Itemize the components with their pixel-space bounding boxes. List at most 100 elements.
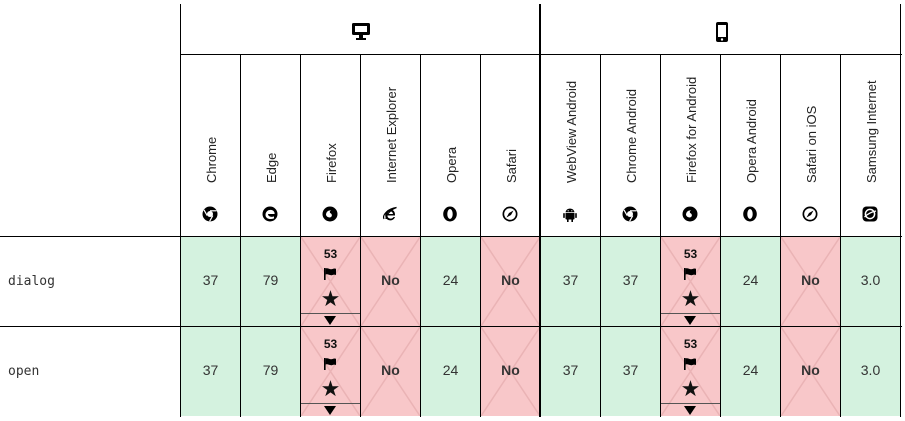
browser-name: Internet Explorer bbox=[384, 86, 399, 183]
version-added: 37 bbox=[562, 272, 579, 288]
expand-notes-icon[interactable] bbox=[683, 406, 697, 415]
expand-notes-icon[interactable] bbox=[323, 406, 337, 415]
version-added: 53 bbox=[683, 337, 698, 351]
column-divider bbox=[720, 55, 721, 417]
browser-column-header: Safari bbox=[480, 55, 540, 235]
browser-name: Opera bbox=[444, 146, 459, 183]
browser-name: Chrome Android bbox=[624, 89, 639, 183]
flag-icon bbox=[324, 358, 336, 370]
not-supported-label: No bbox=[801, 362, 820, 378]
support-cell[interactable]: 53 ★ bbox=[301, 327, 360, 416]
browser-column-header: Edge bbox=[240, 55, 300, 235]
support-cell: No bbox=[481, 237, 540, 326]
browser-name: Chrome bbox=[204, 136, 219, 183]
version-added: 53 bbox=[683, 247, 698, 261]
not-supported-label: No bbox=[381, 272, 400, 288]
support-cell: 24 bbox=[421, 327, 480, 416]
browser-name: Firefox for Android bbox=[684, 76, 699, 183]
flag-icon bbox=[684, 268, 696, 280]
cross-pattern bbox=[661, 327, 720, 416]
column-divider bbox=[600, 55, 601, 417]
firefox-icon bbox=[322, 206, 338, 222]
version-added: 3.0 bbox=[860, 272, 881, 288]
browser-column-header: Safari on iOS bbox=[780, 55, 840, 235]
column-divider bbox=[480, 55, 481, 417]
browser-name: Samsung Internet bbox=[864, 80, 879, 183]
version-added: 37 bbox=[622, 362, 639, 378]
browser-column-header: Chrome bbox=[180, 55, 240, 235]
column-divider bbox=[240, 55, 241, 417]
browser-name: Safari bbox=[504, 149, 519, 183]
internet-explorer-icon bbox=[383, 206, 397, 221]
browser-name: WebView Android bbox=[564, 80, 579, 183]
support-cell: 24 bbox=[721, 237, 780, 326]
support-cell: 24 bbox=[721, 327, 780, 416]
browser-compat-table: Chrome Edge Firefox Internet Explorer Opera S… bbox=[0, 4, 902, 417]
chrome-icon bbox=[202, 206, 218, 222]
samsung-internet-icon bbox=[862, 206, 878, 222]
support-cell: 37 bbox=[181, 237, 240, 326]
support-cell: 37 bbox=[181, 327, 240, 416]
cross-pattern bbox=[481, 327, 540, 416]
support-cell: 79 bbox=[241, 327, 300, 416]
platform-divider bbox=[539, 4, 541, 417]
feature-name: dialog bbox=[8, 274, 55, 289]
browser-column-header: Internet Explorer bbox=[360, 55, 420, 235]
support-cell[interactable]: 53 ★ bbox=[661, 237, 720, 326]
not-supported-label: No bbox=[501, 362, 520, 378]
firefox-icon bbox=[682, 206, 698, 222]
not-supported-label: No bbox=[381, 362, 400, 378]
version-added: 79 bbox=[262, 362, 279, 378]
support-cell: No bbox=[361, 237, 420, 326]
star-icon: ★ bbox=[320, 286, 341, 311]
mobile-icon bbox=[716, 22, 728, 42]
expand-notes-icon[interactable] bbox=[683, 316, 697, 325]
browser-column-header: Opera Android bbox=[720, 55, 780, 235]
support-cell: 37 bbox=[601, 327, 660, 416]
support-cell: No bbox=[361, 327, 420, 416]
notes-divider bbox=[661, 403, 720, 404]
notes-divider bbox=[661, 313, 720, 314]
feature-name: open bbox=[8, 364, 40, 379]
row-divider bbox=[0, 326, 902, 327]
cross-pattern bbox=[301, 237, 360, 326]
column-divider bbox=[420, 55, 421, 417]
column-divider bbox=[180, 4, 181, 417]
browser-column-header: Samsung Internet bbox=[840, 55, 900, 235]
browser-name: Firefox bbox=[324, 143, 339, 183]
column-divider bbox=[900, 4, 901, 417]
version-added: 3.0 bbox=[860, 362, 881, 378]
cross-pattern bbox=[481, 237, 540, 326]
edge-icon bbox=[262, 206, 278, 222]
safari-icon bbox=[502, 206, 518, 222]
browser-name: Edge bbox=[264, 152, 279, 183]
star-icon: ★ bbox=[680, 286, 701, 311]
flag-icon bbox=[684, 358, 696, 370]
support-cell: No bbox=[481, 327, 540, 416]
support-cell[interactable]: 53 ★ bbox=[301, 237, 360, 326]
support-cell: No bbox=[781, 237, 840, 326]
support-cell: 37 bbox=[541, 237, 600, 326]
version-added: 24 bbox=[442, 362, 459, 378]
browser-column-header: Opera bbox=[420, 55, 480, 235]
browser-column-header: Firefox for Android bbox=[660, 55, 720, 235]
support-cell: 37 bbox=[541, 327, 600, 416]
column-divider bbox=[660, 55, 661, 417]
support-cell: 37 bbox=[601, 237, 660, 326]
cross-pattern bbox=[781, 327, 840, 416]
version-added: 37 bbox=[562, 362, 579, 378]
row-divider bbox=[0, 236, 902, 237]
support-cell: 79 bbox=[241, 237, 300, 326]
support-cell[interactable]: 53 ★ bbox=[661, 327, 720, 416]
browser-column-header: Chrome Android bbox=[600, 55, 660, 235]
chrome-icon bbox=[622, 206, 638, 222]
column-divider bbox=[840, 55, 841, 417]
version-added: 37 bbox=[202, 362, 219, 378]
browser-name: Safari on iOS bbox=[804, 105, 819, 183]
notes-divider bbox=[301, 313, 360, 314]
version-added: 24 bbox=[742, 272, 759, 288]
expand-notes-icon[interactable] bbox=[323, 316, 337, 325]
opera-icon bbox=[443, 206, 457, 222]
cross-pattern bbox=[781, 237, 840, 326]
notes-divider bbox=[301, 403, 360, 404]
